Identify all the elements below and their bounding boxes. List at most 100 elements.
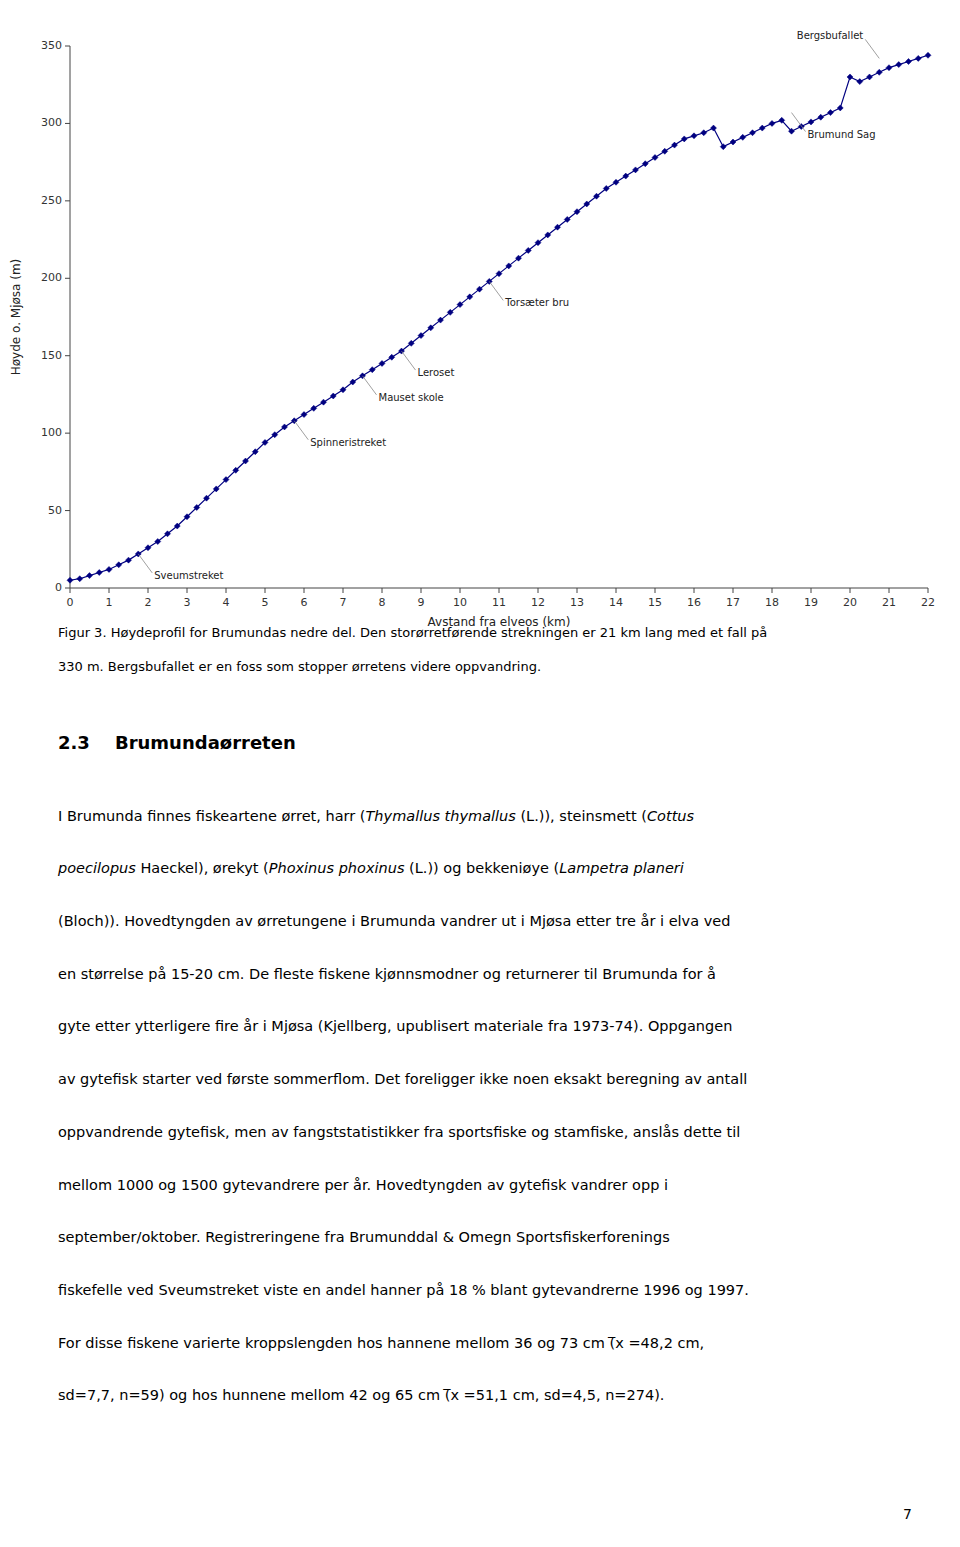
data-point	[603, 185, 609, 191]
section-title: 2.3 Brumundaørreten	[58, 732, 296, 753]
x-tick-label: 1	[106, 596, 113, 609]
annotation-label: Spinneristreket	[310, 437, 386, 448]
annotation-leader	[402, 351, 416, 370]
body-line: fiskefelle ved Sveumstreket viste en and…	[58, 1282, 749, 1298]
x-tick	[148, 588, 149, 593]
data-point	[925, 52, 931, 58]
x-tick	[538, 588, 539, 593]
data-point	[447, 309, 453, 315]
data-point	[886, 65, 892, 71]
body-text: Thymallus thymallus	[366, 808, 517, 824]
x-tick	[499, 588, 500, 593]
x-tick-label: 7	[340, 596, 347, 609]
body-line: september/oktober. Registreringene fra B…	[58, 1230, 670, 1246]
body-text: mellom 1000 og 1500 gytevandrere per år.…	[58, 1177, 668, 1193]
data-point	[496, 271, 502, 277]
y-tick-label: 100	[41, 426, 62, 439]
x-tick-label: 17	[726, 596, 740, 609]
x-tick	[70, 588, 71, 593]
body-text: (Bloch)). Hovedtyngden av ørretungene i …	[58, 913, 730, 929]
data-point	[613, 179, 619, 185]
body-line: poecilopus Haeckel), ørekyt (Phoxinus ph…	[57, 861, 684, 877]
data-point	[165, 531, 171, 537]
data-point	[642, 161, 648, 167]
chart: 0501001502002503003500123456789101112131…	[9, 30, 935, 629]
y-axis-label: Høyde o. Mjøsa (m)	[9, 259, 23, 376]
y-tick	[65, 200, 70, 201]
x-tick-label: 9	[418, 596, 425, 609]
x-tick	[655, 588, 656, 593]
annotation-label: Sveumstreket	[154, 570, 223, 581]
x-tick	[772, 588, 773, 593]
x-tick	[343, 588, 344, 593]
text-area: Figur 3. Høydeprofil for Brumundas nedre…	[57, 625, 767, 1404]
data-point	[184, 514, 190, 520]
data-point	[330, 393, 336, 399]
x-tick-label: 5	[262, 596, 269, 609]
data-point	[321, 399, 327, 405]
data-point	[301, 412, 307, 418]
body-text: Phoxinus phoxinus	[269, 861, 405, 877]
annotation-leader	[363, 376, 377, 395]
y-tick	[65, 123, 70, 124]
body-text: sd=7,7, n=59) og hos hunnene mellom 42 o…	[58, 1388, 664, 1404]
body-text: (L.)), steinsmett (	[516, 808, 647, 824]
data-point	[535, 240, 541, 246]
y-tick-label: 50	[48, 504, 62, 517]
data-point	[789, 128, 795, 134]
body-line: (Bloch)). Hovedtyngden av ørretungene i …	[58, 913, 730, 929]
data-point	[750, 130, 756, 136]
body-text: september/oktober. Registreringene fra B…	[58, 1230, 670, 1246]
data-point	[67, 577, 73, 583]
y-tick	[65, 278, 70, 279]
body-line: For disse fiskene varierte kroppslengden…	[58, 1335, 704, 1351]
data-point	[243, 458, 249, 464]
data-line	[70, 55, 928, 580]
data-point	[701, 130, 707, 136]
body-text: av gytefisk starter ved første sommerflo…	[58, 1072, 747, 1088]
annotation-label: Bergsbufallet	[797, 30, 864, 41]
x-tick-label: 22	[921, 596, 935, 609]
data-point	[623, 173, 629, 179]
body-text: Cottus	[647, 808, 695, 824]
x-tick	[226, 588, 227, 593]
data-point	[194, 504, 200, 510]
data-point	[906, 58, 912, 64]
x-tick	[811, 588, 812, 593]
data-point	[867, 74, 873, 80]
data-point	[525, 247, 531, 253]
data-point	[223, 477, 229, 483]
data-point	[818, 114, 824, 120]
data-point	[594, 193, 600, 199]
x-tick	[616, 588, 617, 593]
x-tick	[382, 588, 383, 593]
body-text: gyte etter ytterligere fire år i Mjøsa (…	[58, 1019, 732, 1035]
data-point	[759, 125, 765, 131]
data-point	[876, 69, 882, 75]
x-tick-label: 8	[379, 596, 386, 609]
x-tick	[850, 588, 851, 593]
body-line: gyte etter ytterligere fire år i Mjøsa (…	[58, 1019, 732, 1035]
x-tick-label: 11	[492, 596, 506, 609]
x-tick-label: 18	[765, 596, 779, 609]
x-tick	[889, 588, 890, 593]
body-line: en størrelse på 15-20 cm. De fleste fisk…	[58, 966, 716, 982]
data-point	[213, 486, 219, 492]
data-point	[389, 354, 395, 360]
data-point	[418, 333, 424, 339]
data-point	[457, 302, 463, 308]
data-point	[896, 62, 902, 68]
x-tick	[109, 588, 110, 593]
y-tick-label: 150	[41, 349, 62, 362]
data-point	[633, 167, 639, 173]
x-tick	[187, 588, 188, 593]
data-point	[847, 74, 853, 80]
y-tick	[65, 355, 70, 356]
data-point	[545, 232, 551, 238]
y-tick	[65, 46, 70, 47]
data-point	[691, 133, 697, 139]
x-tick-label: 19	[804, 596, 818, 609]
y-tick-label: 300	[41, 116, 62, 129]
y-tick	[65, 588, 70, 589]
x-tick-label: 21	[882, 596, 896, 609]
